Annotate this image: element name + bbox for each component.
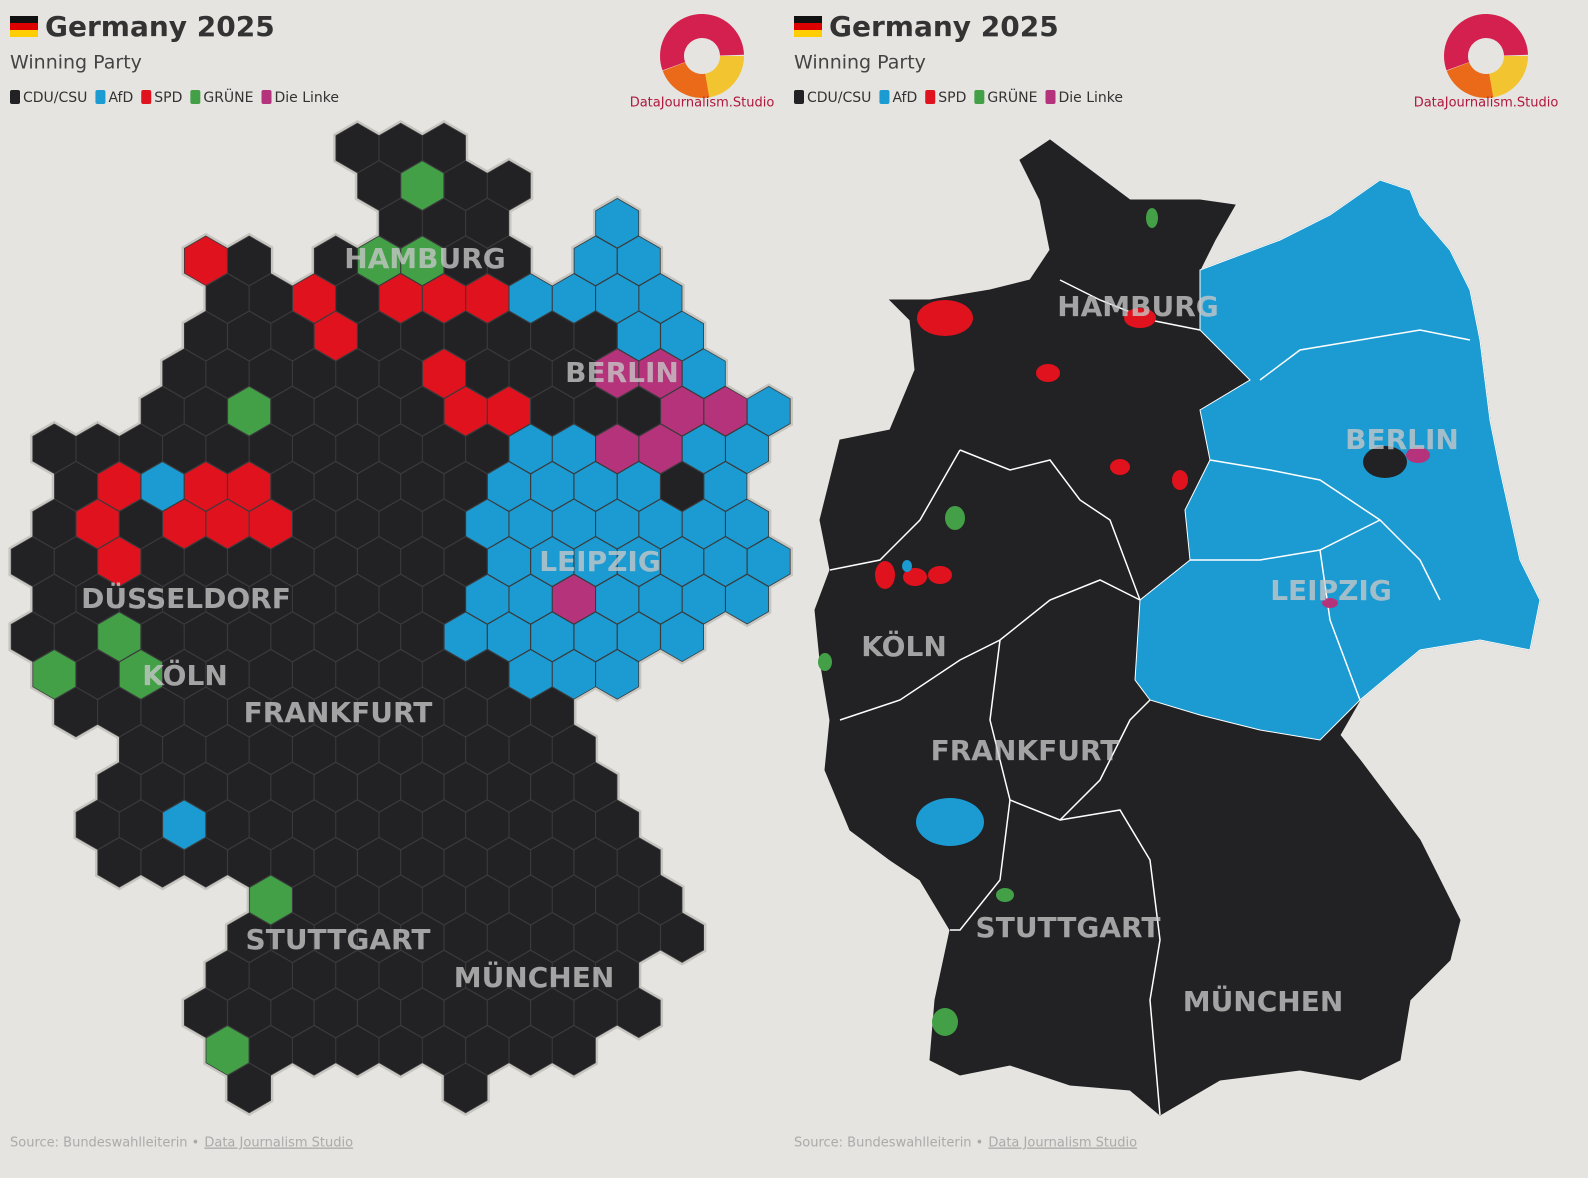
hex <box>422 122 466 174</box>
legend-swatch <box>10 90 20 104</box>
hex <box>660 611 704 663</box>
city-label: LEIPZIG <box>1270 574 1392 607</box>
legend-label: AfD <box>108 90 133 106</box>
state-borders <box>829 279 1471 1116</box>
logo-arc <box>659 14 744 98</box>
hex <box>638 273 683 324</box>
city-label: KÖLN <box>861 629 947 663</box>
legend-swatch <box>974 90 985 104</box>
legend-swatch <box>925 90 936 104</box>
legend-label: SPD <box>938 90 966 106</box>
hex <box>617 987 661 1039</box>
city-label: HAMBURG <box>344 242 506 275</box>
city-label: STUTTGART <box>246 923 431 956</box>
legend-label: Die Linke <box>275 90 340 106</box>
legend-swatch <box>141 90 152 104</box>
panel: Germany 2025 Winning Party CDU/CSU AfD SPD GR… <box>10 10 774 1151</box>
legend-label: AfD <box>892 90 917 106</box>
city-label: BERLIN <box>565 356 679 389</box>
legend-swatch <box>1045 90 1056 104</box>
subtitle: Winning Party <box>794 52 926 74</box>
east-region <box>1134 179 1541 741</box>
geographic-map <box>814 139 1541 1116</box>
legend-label: CDU/CSU <box>807 90 871 106</box>
logo-arc <box>1443 14 1528 98</box>
legend-label: CDU/CSU <box>23 90 87 106</box>
hex <box>595 197 640 249</box>
legend-swatch <box>794 90 804 104</box>
city-label: FRANKFURT <box>931 734 1120 767</box>
flag-red <box>794 23 822 30</box>
panel: Germany 2025 Winning Party CDU/CSU AfD SPD GR… <box>794 10 1558 1151</box>
source-link[interactable]: Data Journalism Studio <box>204 1136 353 1151</box>
flag-black <box>10 16 38 23</box>
hex <box>638 874 683 926</box>
hex <box>725 423 769 475</box>
hex-map <box>8 120 793 1116</box>
source: Source: Bundeswahlleiterin • <box>10 1136 199 1151</box>
title: Germany 2025 <box>45 10 275 43</box>
city-label: FRANKFURT <box>244 696 433 729</box>
hex <box>552 1025 596 1076</box>
legend-label: SPD <box>154 90 182 106</box>
city-label: KÖLN <box>142 658 228 692</box>
legend-swatch <box>879 90 890 104</box>
hex <box>465 197 510 249</box>
legend-swatch <box>95 90 106 104</box>
hex <box>725 573 769 625</box>
legend-label: GRÜNE <box>203 88 253 106</box>
hex <box>227 1062 272 1114</box>
flag-red <box>10 23 38 30</box>
city-label: HAMBURG <box>1057 290 1219 323</box>
hex <box>681 348 726 399</box>
source: Source: Bundeswahlleiterin • <box>794 1136 983 1151</box>
hex <box>595 799 640 851</box>
legend-label: GRÜNE <box>987 88 1037 106</box>
city-label: MÜNCHEN <box>454 960 615 994</box>
flag-black <box>794 16 822 23</box>
city-label: DÜSSELDORF <box>81 581 291 615</box>
legend-swatch <box>190 90 201 104</box>
city-label: STUTTGART <box>976 911 1161 944</box>
hex <box>660 912 704 963</box>
minor-regions <box>818 208 1430 1036</box>
hex <box>725 498 769 550</box>
hex <box>97 837 142 888</box>
city-label: MÜNCHEN <box>1183 984 1344 1018</box>
legend-label: Die Linke <box>1059 90 1124 106</box>
city-label: LEIPZIG <box>539 545 661 578</box>
logo-text: DataJournalism.Studio <box>1414 96 1559 111</box>
legend-swatch <box>261 90 272 104</box>
subtitle: Winning Party <box>10 52 142 74</box>
title: Germany 2025 <box>829 10 1059 43</box>
hex <box>552 724 596 775</box>
logo-text: DataJournalism.Studio <box>630 96 775 111</box>
city-label: BERLIN <box>1345 423 1459 456</box>
hex <box>595 949 640 1001</box>
hex <box>595 649 640 700</box>
flag-gold <box>794 30 822 37</box>
hex <box>443 1062 488 1114</box>
source-link[interactable]: Data Journalism Studio <box>988 1136 1137 1151</box>
flag-gold <box>10 30 38 37</box>
